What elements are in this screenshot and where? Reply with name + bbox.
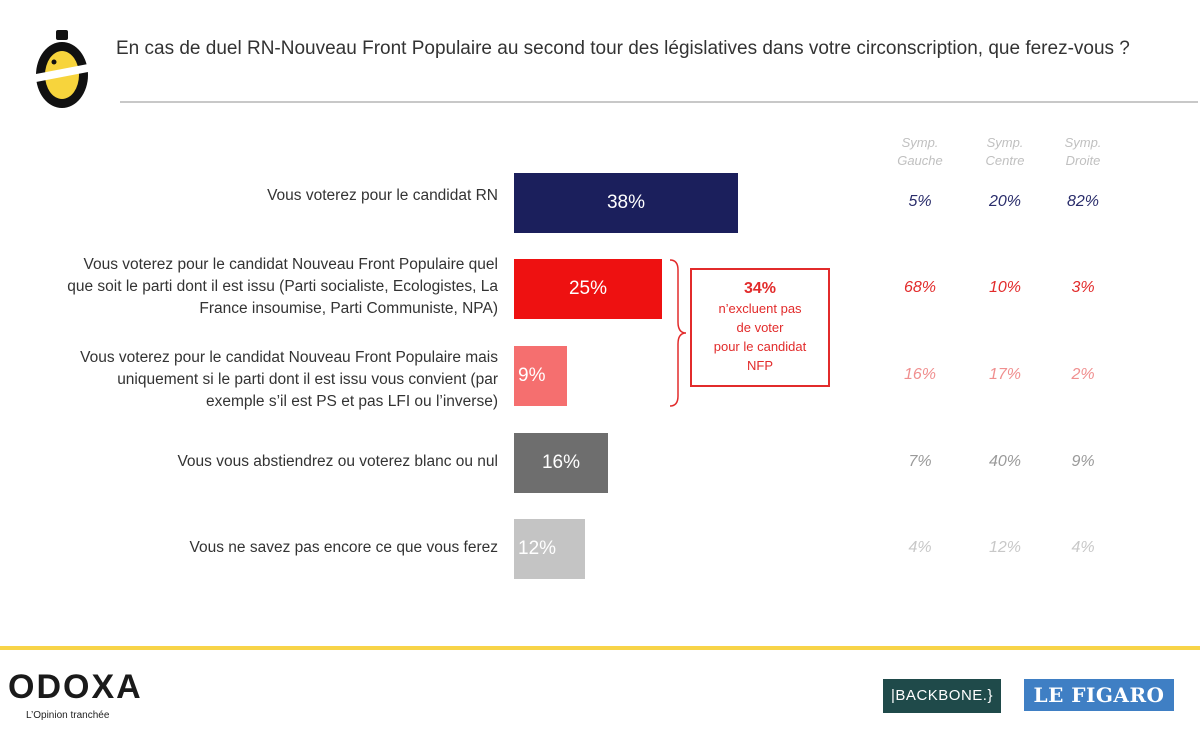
value-nfp-any-col2: 3%	[1071, 279, 1095, 296]
odoxa-wordmark: ODOXA	[8, 668, 143, 706]
callout-pct: 34%	[743, 280, 777, 297]
le-figaro-logo: LE FIGARO	[1024, 679, 1174, 711]
value-rn-col2: 82%	[1066, 193, 1100, 210]
value-undecided-col2: 4%	[1071, 539, 1095, 556]
value-abstain-col2: 9%	[1071, 453, 1095, 470]
value-nfp-conditional-col2: 2%	[1071, 366, 1095, 383]
value-abstain-col1: 40%	[988, 453, 1022, 470]
row-label-nfp-any: Vous voterez pour le candidat Nouveau Fr…	[67, 256, 498, 317]
title-divider	[120, 101, 1198, 103]
footer-divider	[0, 646, 1200, 650]
bar-value-label: 16%	[541, 452, 581, 473]
callout-line: NFP	[747, 358, 773, 373]
callout-line: pour le candidat	[713, 339, 807, 354]
backbone-logo: |BACKBONE.}	[883, 679, 1001, 713]
row-label-abstain: Vous vous abstiendrez ou voterez blanc o…	[177, 453, 498, 470]
row-label-undecided: Vous ne savez pas encore ce que vous fer…	[189, 539, 498, 556]
value-undecided-col1: 12%	[988, 539, 1022, 556]
bar-value-label: 25%	[568, 278, 608, 299]
row-label-rn: Vous voterez pour le candidat RN	[267, 187, 498, 204]
col-head-gauche: Symp. Gauche	[897, 135, 943, 168]
value-nfp-conditional-col0: 16%	[903, 366, 937, 383]
odoxa-tagline: L’Opinion tranchée	[26, 710, 110, 721]
bar-value-label: 38%	[606, 192, 646, 213]
bar-value-label: 12%	[518, 538, 557, 559]
value-abstain-col0: 7%	[908, 453, 932, 470]
bar-rn: 38%	[514, 173, 738, 233]
nfp-callout: 34% n’excluent pas de voter pour le cand…	[690, 268, 830, 387]
bar-value-label: 9%	[518, 365, 546, 386]
col-head-droite: Symp. Droite	[1064, 135, 1102, 168]
value-rn-col0: 5%	[908, 193, 932, 210]
value-undecided-col0: 4%	[908, 539, 932, 556]
col-head-centre: Symp. Centre	[985, 135, 1025, 168]
bar-undecided: 12%	[514, 519, 585, 579]
value-nfp-conditional-col1: 17%	[988, 366, 1022, 383]
group-brace-icon	[669, 259, 687, 407]
bar-nfp-conditional: 9%	[514, 346, 567, 406]
bar-abstain: 16%	[514, 433, 608, 493]
value-nfp-any-col0: 68%	[903, 279, 937, 296]
callout-line: n’excluent pas	[718, 301, 802, 316]
value-nfp-any-col1: 10%	[988, 279, 1022, 296]
row-label-nfp-conditional: Vous voterez pour le candidat Nouveau Fr…	[80, 349, 498, 410]
chart-title: En cas de duel RN-Nouveau Front Populair…	[116, 38, 1130, 59]
value-rn-col1: 20%	[988, 193, 1022, 210]
bar-nfp-any: 25%	[514, 259, 662, 319]
callout-line: de voter	[736, 320, 784, 335]
odoxa-logo-icon	[36, 30, 88, 108]
